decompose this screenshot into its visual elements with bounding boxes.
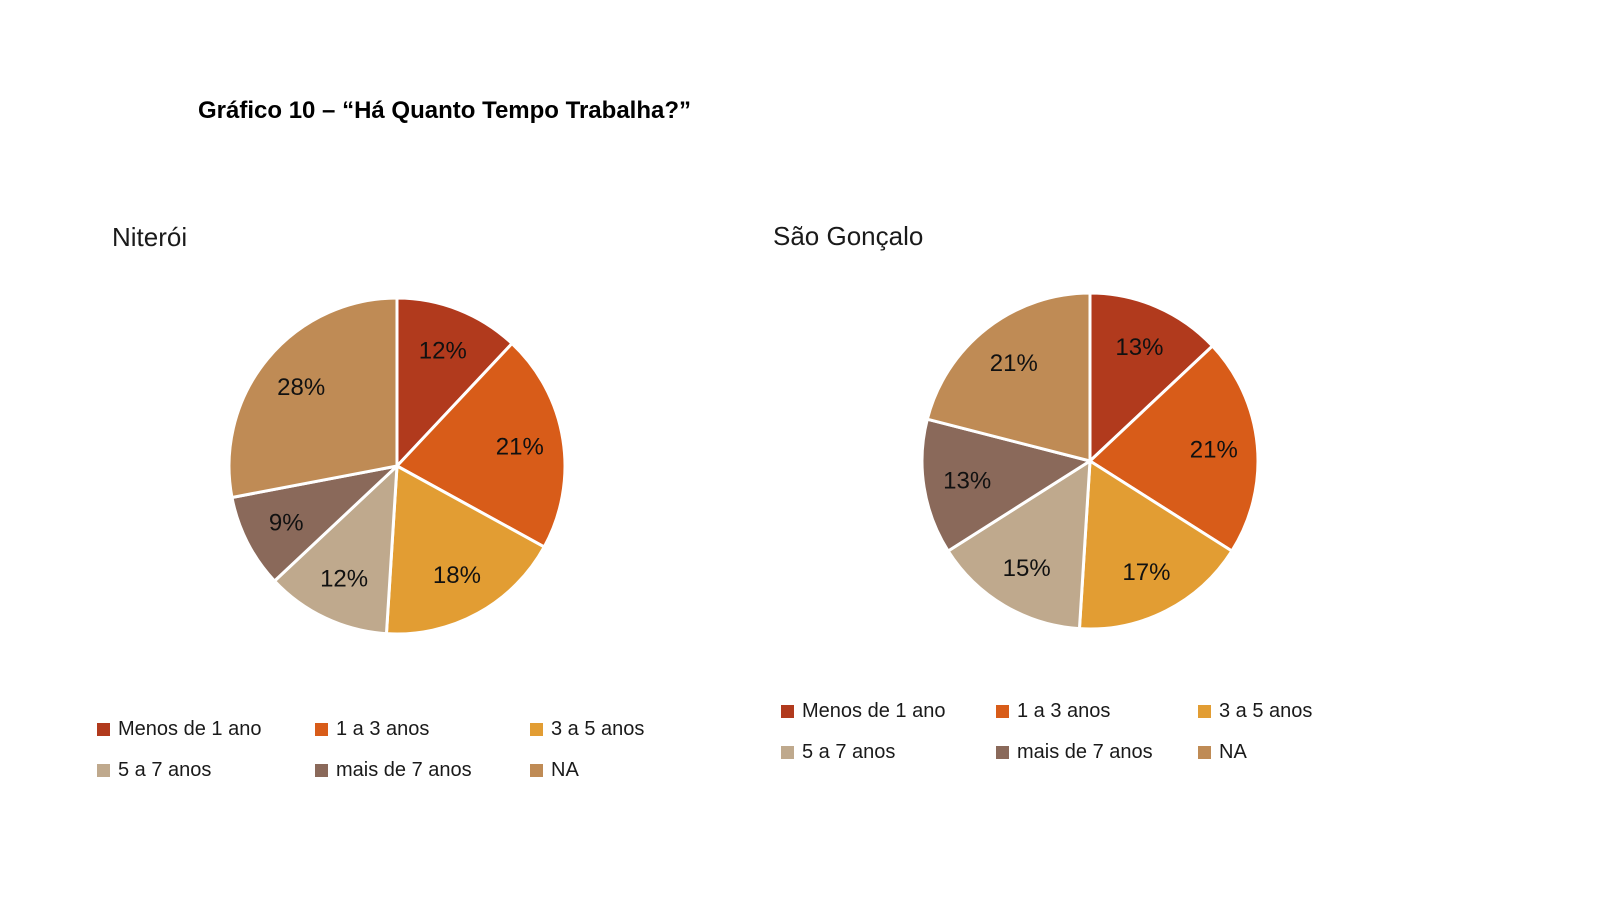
- legend-swatch-icon: [1198, 704, 1211, 718]
- legend-item-menos-de-1-ano: Menos de 1 ano: [781, 698, 996, 724]
- pie-slice-3-a-5-anos: [384, 464, 546, 636]
- legend-swatch-icon: [781, 745, 794, 759]
- legend-label: Menos de 1 ano: [802, 699, 946, 722]
- sao-goncalo-pie-chart: 13% 21% 17% 15% 13% 21%: [920, 291, 1260, 631]
- pie-slice-1-a-3-anos: [1088, 344, 1260, 553]
- legend-item-na: NA: [1198, 739, 1312, 765]
- niteroi-chart-title: Niterói: [112, 222, 188, 252]
- legend-label: 3 a 5 anos: [551, 717, 645, 740]
- pie-slice-1-a-3-anos: [395, 342, 567, 549]
- pie-data-label-3-a-5-anos: 17%: [1122, 559, 1170, 586]
- legend-label: 5 a 7 anos: [802, 740, 896, 763]
- pie-data-label-5-a-7-anos: 15%: [1003, 555, 1051, 582]
- pie-slice-mais-de-7-anos: [230, 464, 399, 583]
- legend-swatch-icon: [996, 704, 1009, 718]
- legend-label: NA: [1219, 740, 1247, 763]
- legend-swatch-icon: [996, 745, 1009, 759]
- pie-slice-5-a-7-anos: [273, 464, 399, 636]
- legend-item-5-a-7-anos: 5 a 7 anos: [781, 739, 996, 765]
- pie-data-label-na: 21%: [990, 350, 1038, 377]
- legend-label: NA: [551, 758, 579, 781]
- pie-slice-na: [925, 291, 1092, 463]
- legend-label: 1 a 3 anos: [336, 717, 430, 740]
- legend-swatch-icon: [781, 704, 794, 718]
- legend-item-3-a-5-anos: 3 a 5 anos: [530, 716, 644, 742]
- pie-slice-na: [227, 296, 399, 499]
- pie-data-label-mais-de-7-anos: 9%: [269, 509, 304, 536]
- sao-goncalo-chart-title: São Gonçalo: [773, 221, 924, 251]
- pie-data-label-5-a-7-anos: 12%: [320, 566, 368, 593]
- legend-label: 5 a 7 anos: [118, 758, 212, 781]
- page-title: Gráfico 10 – “Há Quanto Tempo Trabalha?”: [198, 97, 691, 124]
- legend-label: mais de 7 anos: [336, 758, 472, 781]
- legend-label: Menos de 1 ano: [118, 717, 262, 740]
- legend-item-1-a-3-anos: 1 a 3 anos: [996, 698, 1198, 724]
- pie-slice-mais-de-7-anos: [920, 417, 1092, 553]
- legend-swatch-icon: [1198, 745, 1211, 759]
- legend-swatch-icon: [97, 722, 110, 736]
- legend-item-menos-de-1-ano: Menos de 1 ano: [97, 716, 315, 742]
- legend-item-3-a-5-anos: 3 a 5 anos: [1198, 698, 1312, 724]
- pie-slice-3-a-5-anos: [1077, 459, 1234, 631]
- sao-goncalo-legend: Menos de 1 ano 1 a 3 anos 3 a 5 anos 5 a 7 …: [781, 698, 1312, 765]
- pie-slice-menos-de-1-ano: [1088, 291, 1214, 463]
- legend-swatch-icon: [97, 763, 110, 777]
- pie-slice-5-a-7-anos: [946, 459, 1092, 631]
- pie-data-label-1-a-3-anos: 21%: [1190, 436, 1238, 463]
- pie-data-label-1-a-3-anos: 21%: [496, 434, 544, 461]
- legend-item-na: NA: [530, 757, 644, 783]
- legend-item-1-a-3-anos: 1 a 3 anos: [315, 716, 530, 742]
- niteroi-legend: Menos de 1 ano 1 a 3 anos 3 a 5 anos 5 a 7 …: [97, 716, 644, 783]
- pie-data-label-mais-de-7-anos: 13%: [943, 467, 991, 494]
- pie-data-label-menos-de-1-ano: 13%: [1115, 334, 1163, 361]
- legend-swatch-icon: [530, 763, 543, 777]
- legend-swatch-icon: [315, 722, 328, 736]
- legend-swatch-icon: [530, 722, 543, 736]
- legend-item-mais-de-7-anos: mais de 7 anos: [996, 739, 1198, 765]
- pie-data-label-menos-de-1-ano: 12%: [419, 337, 467, 364]
- pie-slice-menos-de-1-ano: [395, 296, 514, 468]
- legend-item-5-a-7-anos: 5 a 7 anos: [97, 757, 315, 783]
- legend-label: 1 a 3 anos: [1017, 699, 1111, 722]
- niteroi-pie-chart: 12% 21% 18% 12% 9% 28%: [227, 296, 567, 636]
- pie-data-label-3-a-5-anos: 18%: [433, 562, 481, 589]
- legend-label: mais de 7 anos: [1017, 740, 1153, 763]
- legend-label: 3 a 5 anos: [1219, 699, 1313, 722]
- pie-data-label-na: 28%: [277, 374, 325, 401]
- legend-item-mais-de-7-anos: mais de 7 anos: [315, 757, 530, 783]
- legend-swatch-icon: [315, 763, 328, 777]
